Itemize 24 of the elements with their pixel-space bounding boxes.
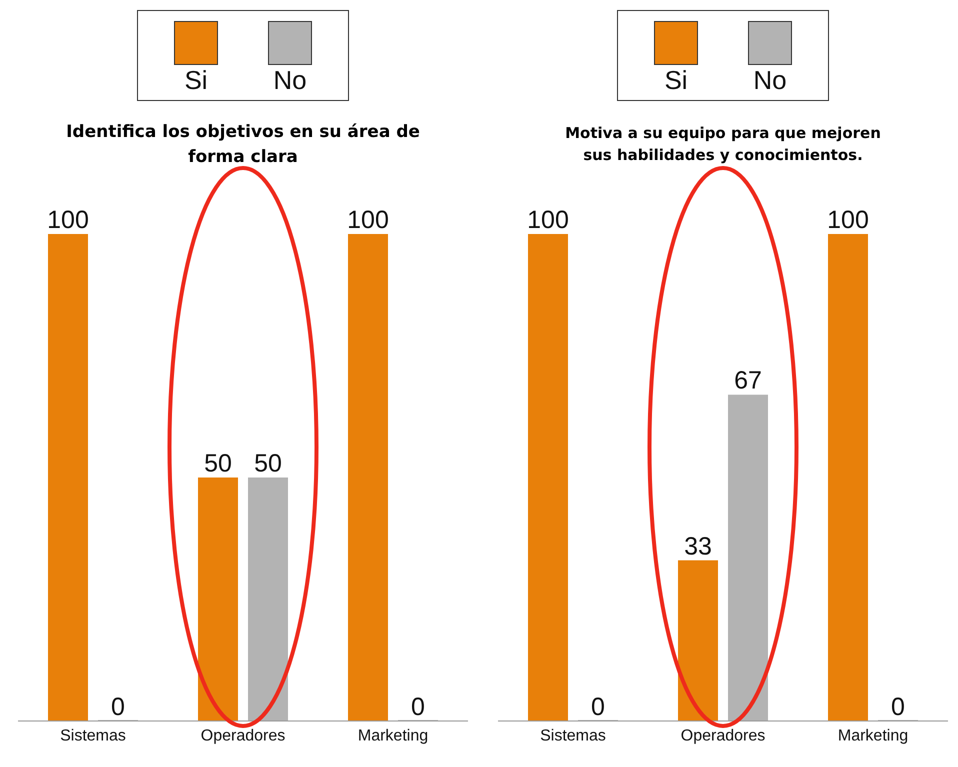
data-label: 33: [684, 532, 712, 560]
data-label: 50: [204, 450, 232, 478]
legend-label: Si: [664, 65, 688, 96]
chart-title: Motiva a su equipo para que mejoren sus habilidades y conocimientos.: [564, 123, 882, 166]
data-label: 100: [527, 206, 569, 234]
legend-label: No: [753, 65, 787, 96]
data-label: 0: [891, 693, 905, 721]
data-label: 67: [734, 366, 762, 395]
data-label: 100: [827, 206, 869, 234]
data-label: 0: [411, 693, 425, 721]
x-tick-label: Marketing: [358, 727, 428, 744]
x-tick-label: Marketing: [838, 727, 908, 744]
data-label: 50: [254, 450, 282, 478]
x-tick-label: Operadores: [200, 727, 286, 744]
legend-label: No: [273, 65, 307, 96]
data-label: 0: [111, 693, 125, 721]
data-label: 100: [47, 206, 89, 234]
chart-title: Identifica los objetivos en su área de forma clara: [65, 121, 421, 169]
x-tick-label: Sistemas: [540, 727, 606, 744]
data-label: 100: [347, 206, 389, 234]
x-tick-label: Sistemas: [60, 727, 126, 744]
legend-label: Si: [184, 65, 208, 96]
x-tick-label: Operadores: [680, 727, 766, 744]
data-label: 0: [591, 693, 605, 721]
